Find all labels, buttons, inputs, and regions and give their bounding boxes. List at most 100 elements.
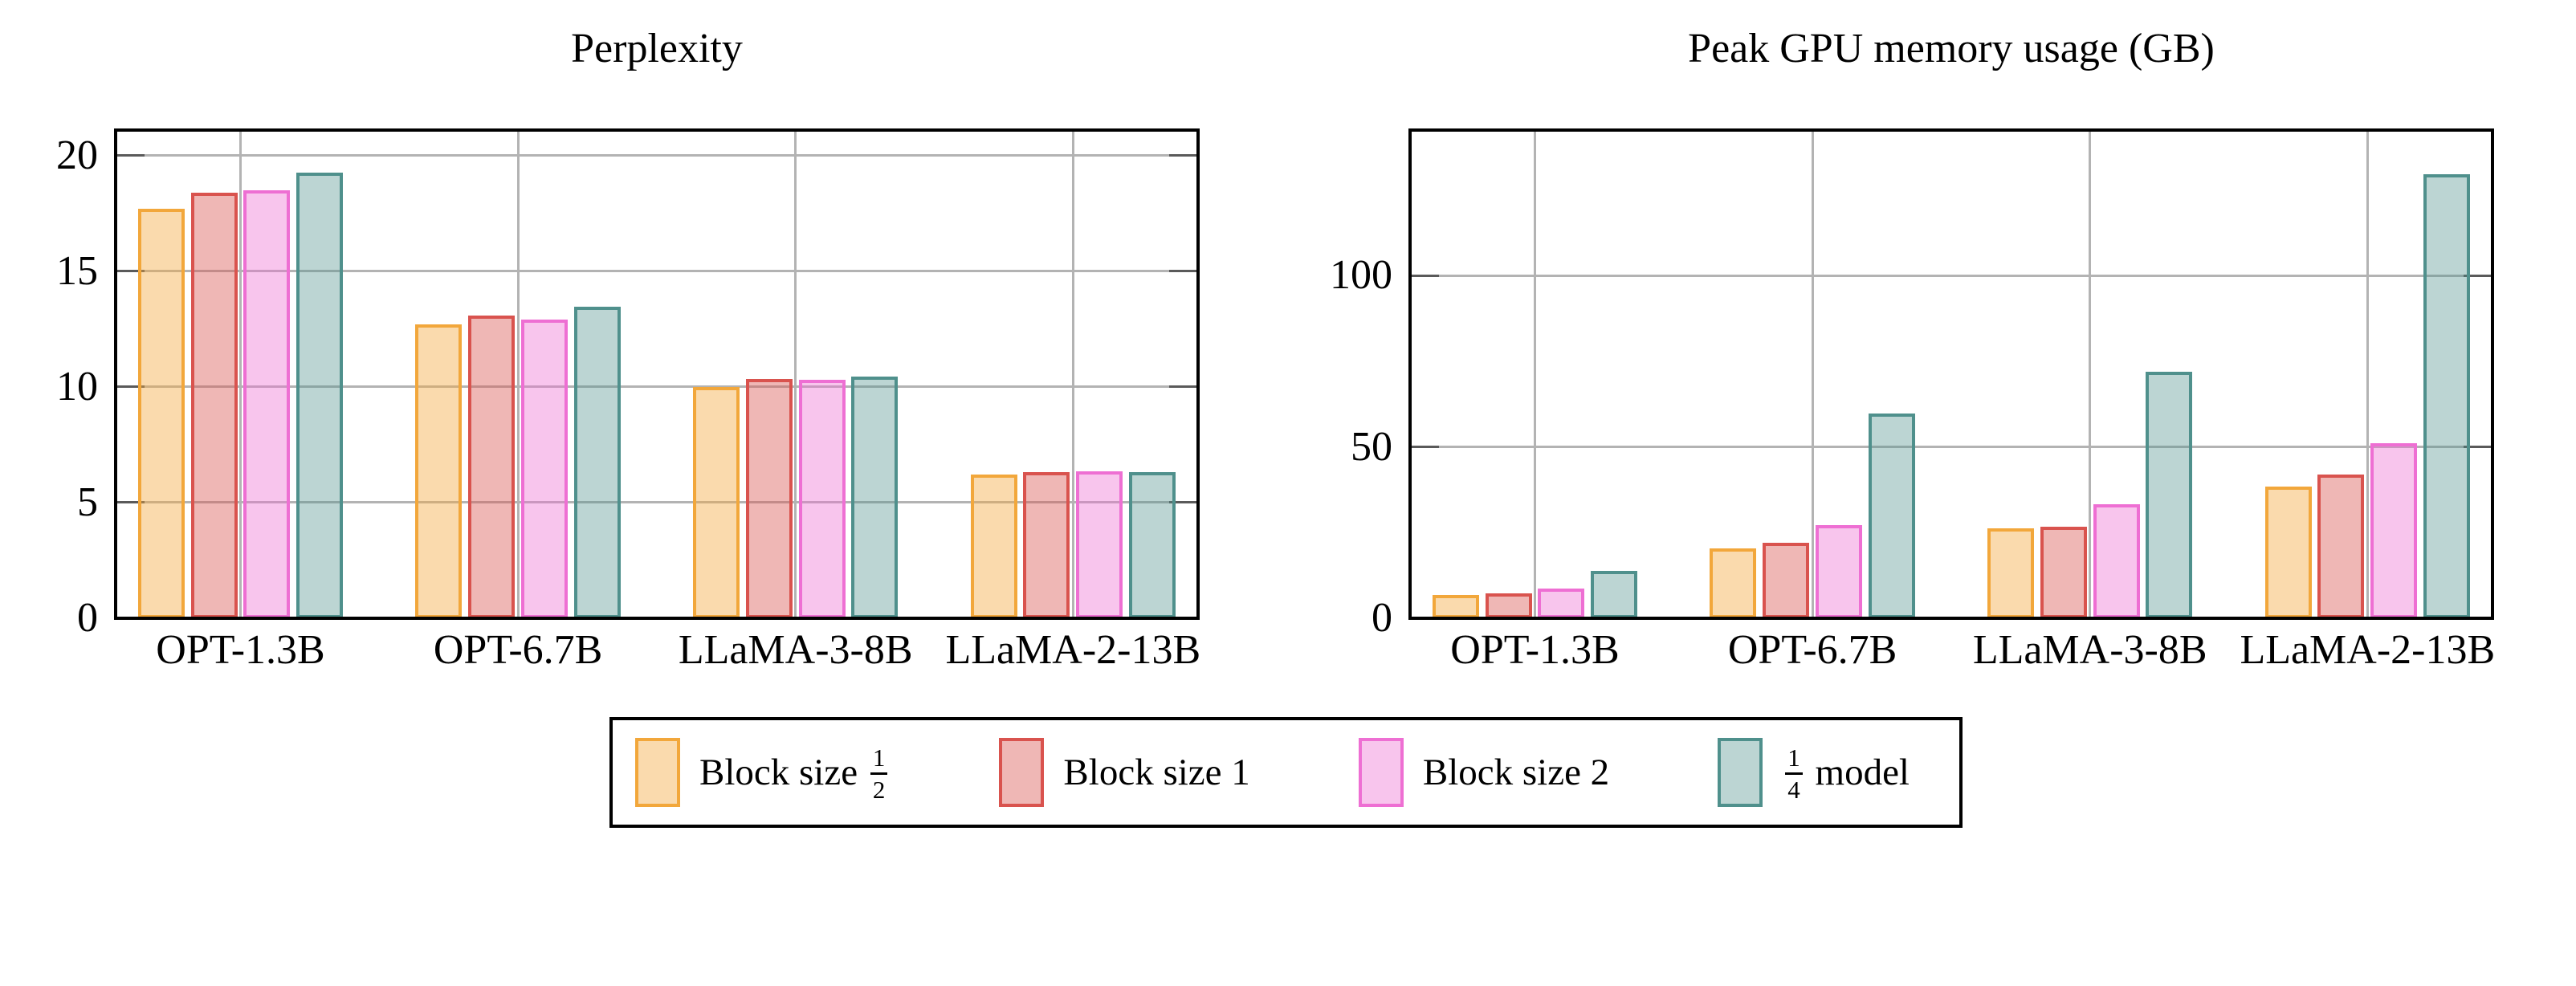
y-tick-label: 0 xyxy=(1372,595,1392,641)
v-gridline xyxy=(2366,130,2369,618)
bar-perplexity-opt-1-3b-1-4-model xyxy=(296,173,344,618)
h-gridline xyxy=(1410,446,2492,449)
bar-peak-gpu-memory-usage-gb-opt-6-7b-block-size-2 xyxy=(1816,524,1862,618)
bar-perplexity-opt-1-3b-block-size-2 xyxy=(243,189,291,618)
y-axis-tick-right xyxy=(1169,154,1198,157)
x-tick-label-llama-2-13b: LLaMA-2-13B xyxy=(945,627,1201,673)
bar-peak-gpu-memory-usage-gb-opt-6-7b-block-size-1-2 xyxy=(1710,548,1757,618)
legend-swatch-1-4-model xyxy=(1718,738,1763,807)
legend-swatch-block-size-1 xyxy=(999,738,1045,807)
bar-peak-gpu-memory-usage-gb-llama-3-8b-block-size-1 xyxy=(2040,526,2087,618)
v-gridline xyxy=(794,130,797,618)
bar-perplexity-llama-3-8b-block-size-2 xyxy=(798,380,846,618)
bar-peak-gpu-memory-usage-gb-llama-3-8b-block-size-1-2 xyxy=(1987,528,2034,618)
legend-swatch-block-size-2 xyxy=(1358,738,1404,807)
y-axis-tick-left xyxy=(1410,274,1439,277)
bar-peak-gpu-memory-usage-gb-llama-2-13b-1-4-model xyxy=(2423,173,2470,618)
bar-perplexity-llama-2-13b-block-size-1 xyxy=(1023,472,1070,618)
v-gridline xyxy=(516,130,520,618)
bar-perplexity-llama-3-8b-block-size-1 xyxy=(745,378,793,618)
y-axis-tick-right xyxy=(1169,270,1198,273)
y-tick-label: 15 xyxy=(56,247,98,294)
bar-peak-gpu-memory-usage-gb-llama-2-13b-block-size-1-2 xyxy=(2264,486,2312,618)
y-tick-label: 5 xyxy=(77,479,98,525)
bar-peak-gpu-memory-usage-gb-llama-2-13b-block-size-1 xyxy=(2317,474,2365,618)
v-gridline xyxy=(1811,130,1814,618)
y-axis-tick-left xyxy=(116,385,145,389)
y-axis-tick-left xyxy=(116,270,145,273)
bar-perplexity-llama-2-13b-block-size-2 xyxy=(1076,471,1123,618)
legend-label-block-size-1: Block size 1 xyxy=(1063,751,1249,794)
bar-perplexity-opt-1-3b-block-size-1 xyxy=(190,192,238,618)
fraction-numerator: 1 xyxy=(1785,745,1803,775)
x-tick-label-llama-3-8b: LLaMA-3-8B xyxy=(1972,627,2207,673)
x-tick-label-opt-6-7b: OPT-6.7B xyxy=(1727,627,1897,673)
v-gridline xyxy=(2089,130,2092,618)
bar-perplexity-llama-3-8b-1-4-model xyxy=(851,376,899,618)
y-axis-tick-right xyxy=(1169,385,1198,389)
bar-perplexity-llama-2-13b-1-4-model xyxy=(1129,472,1176,618)
bar-perplexity-opt-6-7b-block-size-1 xyxy=(468,315,516,618)
y-tick-label: 0 xyxy=(77,595,98,641)
h-gridline xyxy=(116,270,1198,273)
legend-label-text: Block size 2 xyxy=(1422,752,1610,793)
bar-peak-gpu-memory-usage-gb-llama-3-8b-1-4-model xyxy=(2146,371,2193,618)
legend-label-text: Block size xyxy=(699,752,867,793)
x-tick-label-opt-1-3b: OPT-1.3B xyxy=(156,627,325,673)
bar-peak-gpu-memory-usage-gb-opt-1-3b-block-size-1-2 xyxy=(1432,594,1479,618)
bar-perplexity-opt-6-7b-1-4-model xyxy=(573,307,621,618)
fraction-denominator: 2 xyxy=(872,775,886,804)
h-gridline xyxy=(116,154,1198,157)
bar-perplexity-llama-2-13b-block-size-1-2 xyxy=(970,475,1017,618)
fraction-numerator: 1 xyxy=(870,745,888,775)
bar-perplexity-llama-3-8b-block-size-1-2 xyxy=(693,386,740,618)
x-tick-label-opt-1-3b: OPT-1.3B xyxy=(1450,627,1620,673)
bar-perplexity-opt-1-3b-block-size-1-2 xyxy=(137,208,185,618)
y-tick-label: 100 xyxy=(1330,252,1392,299)
legend-label-text: Block size 1 xyxy=(1063,752,1250,793)
y-axis-tick-right xyxy=(2464,446,2492,449)
legend-item-block-size-1: Block size 1 xyxy=(999,738,1250,807)
bar-peak-gpu-memory-usage-gb-llama-2-13b-block-size-2 xyxy=(2370,442,2418,618)
y-tick-label: 20 xyxy=(56,132,98,178)
legend-label-block-size-2: Block size 2 xyxy=(1423,751,1609,794)
y-tick-label: 10 xyxy=(56,363,98,409)
bar-peak-gpu-memory-usage-gb-opt-6-7b-block-size-1 xyxy=(1763,543,1810,618)
y-axis-tick-left xyxy=(116,501,145,504)
x-tick-label-opt-6-7b: OPT-6.7B xyxy=(433,627,603,673)
chart-title-gpu-memory: Peak GPU memory usage (GB) xyxy=(1688,26,2215,71)
h-gridline xyxy=(1410,274,2492,277)
legend-item-block-size-2: Block size 2 xyxy=(1358,738,1609,807)
bar-peak-gpu-memory-usage-gb-llama-3-8b-block-size-2 xyxy=(2093,504,2140,618)
y-tick-label: 50 xyxy=(1351,423,1392,470)
y-axis-tick-left xyxy=(116,154,145,157)
v-gridline xyxy=(1071,130,1074,618)
v-gridline xyxy=(1534,130,1536,618)
chart-title-perplexity: Perplexity xyxy=(571,26,743,71)
bar-peak-gpu-memory-usage-gb-opt-1-3b-block-size-2 xyxy=(1538,589,1585,618)
legend-label-text: model xyxy=(1805,752,1910,793)
v-gridline xyxy=(239,130,242,618)
x-tick-label-llama-3-8b: LLaMA-3-8B xyxy=(678,627,913,673)
legend-swatch-block-size-1-2 xyxy=(635,738,680,807)
bar-peak-gpu-memory-usage-gb-opt-1-3b-1-4-model xyxy=(1591,570,1638,618)
y-axis-tick-right xyxy=(2464,274,2492,277)
fraction-denominator: 4 xyxy=(1787,775,1800,804)
h-gridline xyxy=(116,501,1198,504)
h-gridline xyxy=(116,385,1198,389)
bar-peak-gpu-memory-usage-gb-opt-6-7b-1-4-model xyxy=(1868,413,1915,618)
x-tick-label-llama-2-13b: LLaMA-2-13B xyxy=(2240,627,2496,673)
bar-peak-gpu-memory-usage-gb-opt-1-3b-block-size-1 xyxy=(1485,593,1532,618)
bar-perplexity-opt-6-7b-block-size-1-2 xyxy=(415,324,463,618)
bar-perplexity-opt-6-7b-block-size-2 xyxy=(521,320,568,618)
y-axis-tick-left xyxy=(1410,446,1439,449)
y-axis-tick-right xyxy=(1169,501,1198,504)
